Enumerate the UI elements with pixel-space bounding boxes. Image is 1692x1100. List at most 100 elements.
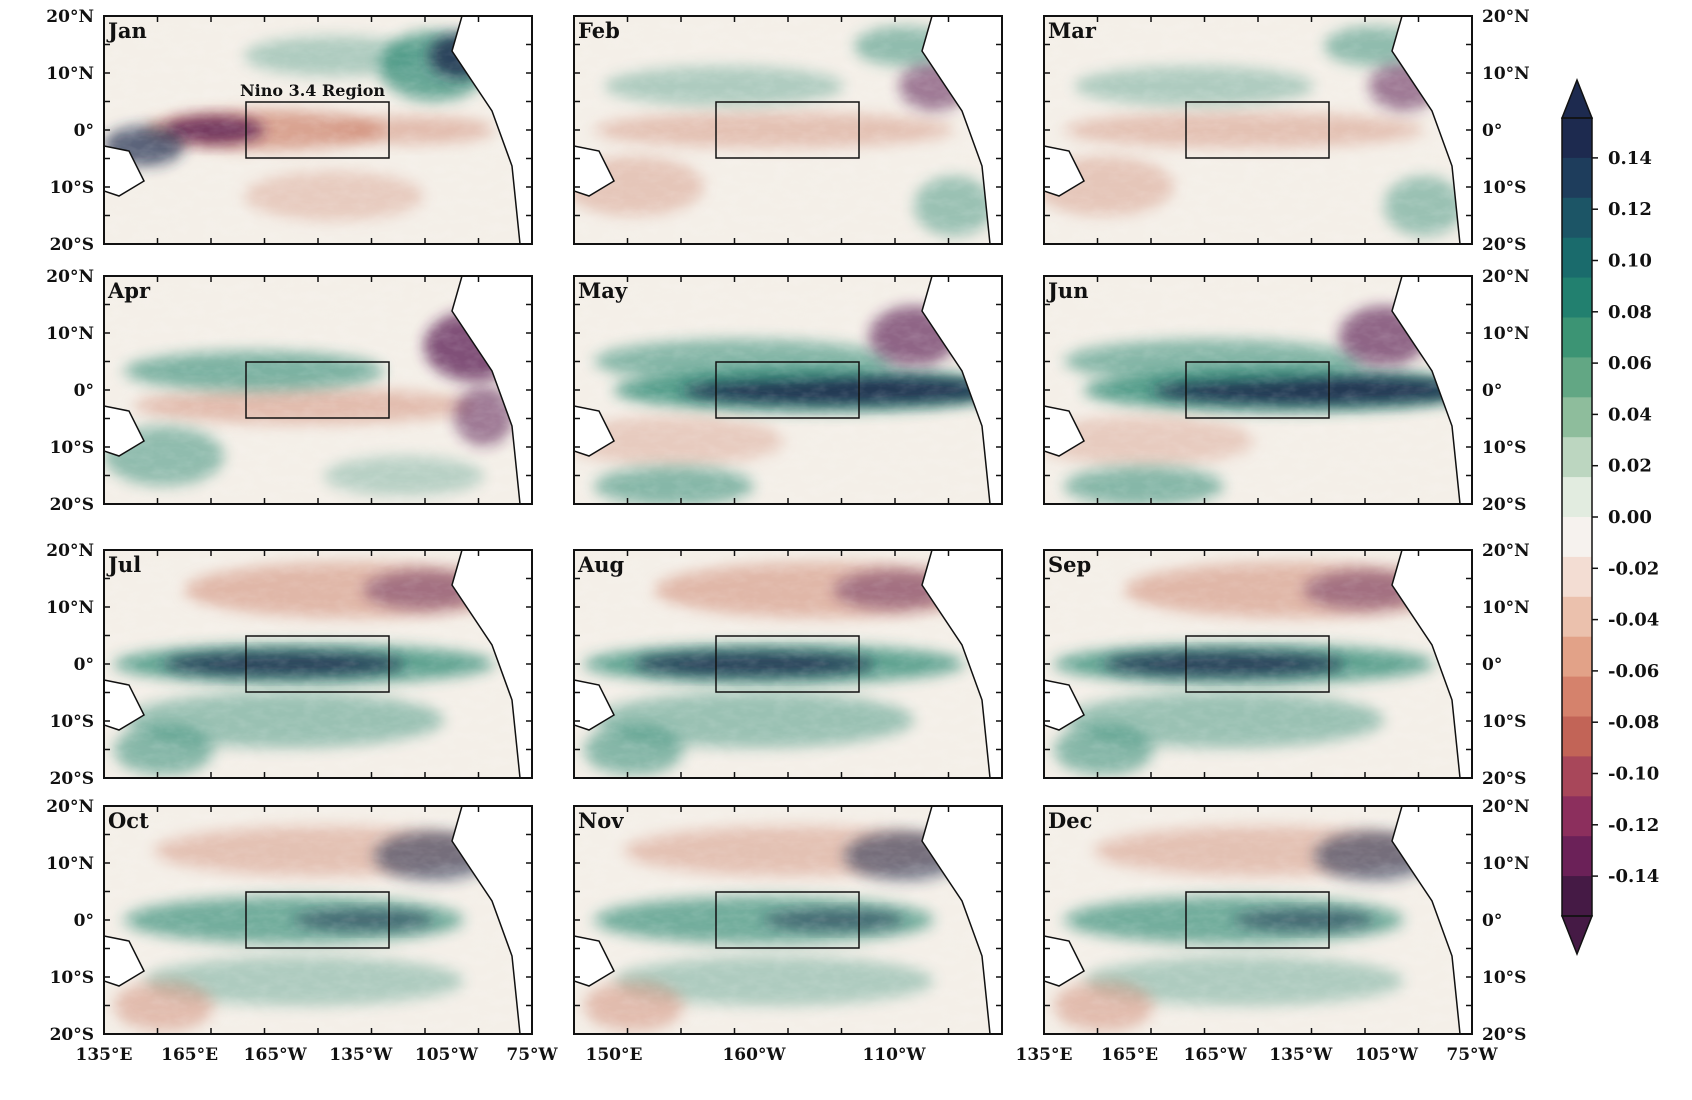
colorbar-label: -0.14 — [1608, 866, 1659, 887]
maritime-land — [574, 405, 615, 457]
panel-label: Jan — [106, 18, 147, 43]
colorbar-segment — [1562, 676, 1592, 717]
panel-label: Jun — [1046, 278, 1088, 303]
lat-label-right: 10°N — [1482, 64, 1530, 84]
colorbar-segment — [1562, 836, 1592, 877]
nino34-box — [245, 891, 390, 949]
colorbar-top-arrow — [1560, 77, 1594, 119]
panel-label: Dec — [1048, 808, 1092, 833]
nino34-box — [715, 101, 860, 159]
lat-label-left: 20°S — [50, 1025, 94, 1045]
colorbar-label: -0.08 — [1608, 712, 1659, 733]
nino34-box — [245, 361, 390, 419]
colorbar-label: 0.04 — [1608, 404, 1652, 425]
colorbar-label: -0.02 — [1608, 558, 1659, 579]
lat-label-right: 0° — [1482, 911, 1502, 931]
colorbar-segment — [1562, 517, 1592, 558]
lon-label-left: 165°E — [161, 1045, 218, 1065]
lat-label-left: 20°N — [46, 7, 94, 27]
colorbar-segment — [1562, 197, 1592, 239]
panel-label: Mar — [1048, 18, 1097, 43]
lon-label-mid: 160°W — [722, 1045, 786, 1065]
lon-label-right: 165°E — [1101, 1045, 1158, 1065]
lat-label-right: 20°N — [1482, 541, 1530, 561]
lat-label-left: 20°S — [50, 235, 94, 255]
lon-label-left: 135°E — [76, 1045, 133, 1065]
map-panel-apr: Apr — [103, 275, 533, 505]
colorbar-segment — [1562, 437, 1592, 478]
americas-land — [921, 550, 1002, 778]
lat-label-right: 10°N — [1482, 854, 1530, 874]
lon-label-right: 75°W — [1446, 1045, 1498, 1065]
americas-land — [451, 276, 532, 504]
lon-label-mid: 150°E — [586, 1045, 643, 1065]
map-panel-aug: Aug — [573, 549, 1003, 779]
lat-label-right: 10°S — [1482, 968, 1526, 988]
nino34-box — [715, 891, 860, 949]
maritime-land — [574, 145, 615, 197]
panel-label: Sep — [1048, 552, 1091, 577]
lon-label-right: 165°W — [1184, 1045, 1248, 1065]
americas-land — [921, 806, 1002, 1034]
colorbar-segment — [1562, 716, 1592, 757]
colorbar-bottom-arrow — [1560, 915, 1594, 957]
lat-label-right: 20°S — [1482, 235, 1526, 255]
lat-label-left: 10°N — [46, 64, 94, 84]
lat-label-right: 10°N — [1482, 598, 1530, 618]
colorbar-segment — [1562, 876, 1592, 917]
colorbar-label: -0.06 — [1608, 661, 1659, 682]
maritime-land — [104, 679, 145, 731]
lat-label-right: 20°S — [1482, 495, 1526, 515]
colorbar-segment — [1562, 118, 1592, 159]
colorbar-segment — [1562, 556, 1592, 598]
americas-land — [1391, 550, 1472, 778]
lat-label-left: 10°S — [50, 968, 94, 988]
nino34-box — [715, 635, 860, 693]
lat-label-right: 20°N — [1482, 797, 1530, 817]
panel-label: Feb — [578, 18, 620, 43]
colorbar-segment — [1562, 397, 1592, 438]
colorbar-segment — [1562, 756, 1592, 797]
americas-land — [1391, 16, 1472, 244]
colorbar-segment — [1562, 357, 1592, 398]
colorbar-label: 0.12 — [1608, 199, 1652, 220]
americas-land — [451, 550, 532, 778]
map-panels: Jan Feb Mar Apr May Jun Jul Aug Sep Oct Nov Dec — [103, 15, 1473, 1035]
nino34-box — [1185, 891, 1330, 949]
map-panel-jun: Jun — [1043, 275, 1473, 505]
lat-label-right: 20°S — [1482, 1025, 1526, 1045]
colorbar-segment — [1562, 796, 1592, 837]
maritime-land — [104, 405, 145, 457]
lat-label-left: 10°S — [50, 712, 94, 732]
nino34-box — [715, 361, 860, 419]
lat-label-right: 20°N — [1482, 7, 1530, 27]
lat-label-left: 20°S — [50, 769, 94, 789]
lat-label-left: 10°N — [46, 854, 94, 874]
americas-land — [1391, 806, 1472, 1034]
axes-labels: 20°N 20°N 10°N 10°N 0° 0° 10°S 10°S 20°S 20°S 20°N… — [46, 7, 1529, 1065]
map-panel-dec: Dec — [1043, 805, 1473, 1035]
lon-label-right: 105°W — [1355, 1045, 1419, 1065]
lat-label-right: 10°S — [1482, 178, 1526, 198]
colorbar-label: 0.06 — [1608, 353, 1652, 374]
panel-label: Oct — [108, 808, 149, 833]
lon-label-right: 135°W — [1269, 1045, 1333, 1065]
nino34-annotation: Nino 3.4 Region — [240, 81, 385, 100]
panel-label: Aug — [577, 552, 625, 577]
nino34-box — [245, 635, 390, 693]
lon-label-left: 105°W — [415, 1045, 479, 1065]
lat-label-left: 10°S — [50, 438, 94, 458]
colorbar-segment — [1562, 237, 1592, 279]
nino34-box — [1185, 361, 1330, 419]
map-panel-feb: Feb — [573, 15, 1003, 245]
lat-label-right: 10°N — [1482, 324, 1530, 344]
lat-label-left: 0° — [74, 655, 94, 675]
colorbar: 0.14 0.12 0.10 0.08 0.06 0.04 0.02 0.00 -0.02 -0.… — [1560, 77, 1659, 957]
colorbar-label: -0.12 — [1608, 815, 1659, 836]
lat-label-left: 10°N — [46, 324, 94, 344]
americas-land — [921, 16, 1002, 244]
lat-label-left: 10°N — [46, 598, 94, 618]
lat-label-right: 20°S — [1482, 769, 1526, 789]
nino34-box — [1185, 635, 1330, 693]
colorbar-segment — [1562, 157, 1592, 199]
